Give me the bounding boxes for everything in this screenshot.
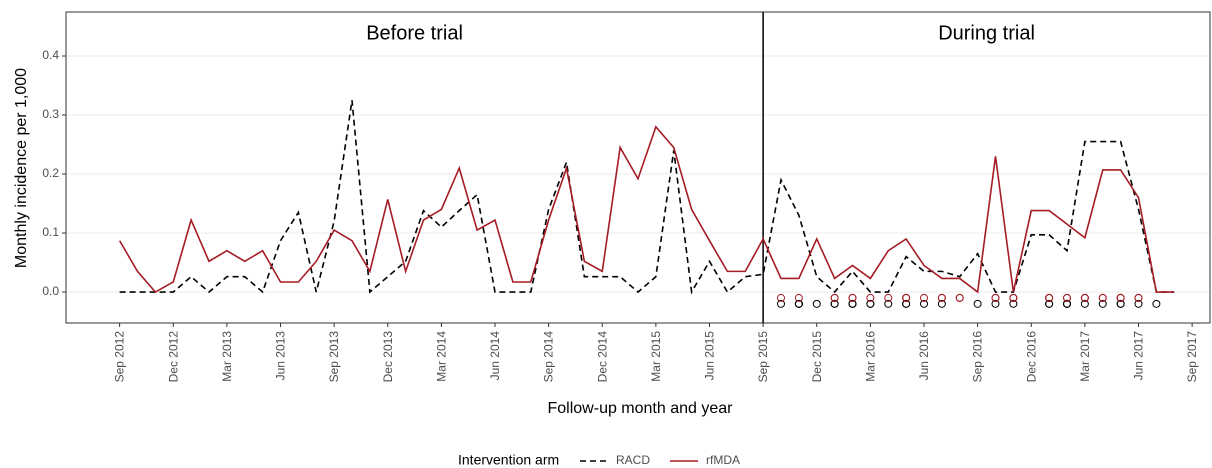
event-point <box>884 299 893 308</box>
x-tick-label: Dec 2013 <box>381 331 395 383</box>
event-point <box>1134 299 1143 308</box>
x-tick-label: Mar 2016 <box>863 331 877 382</box>
event-point <box>866 299 875 308</box>
event-point <box>1152 299 1161 308</box>
x-axis-label: Follow-up month and year <box>548 400 734 417</box>
event-point <box>1116 299 1125 308</box>
y-axis-label: Monthly incidence per 1,000 <box>13 68 30 268</box>
event-point <box>955 293 964 302</box>
x-tick-label: Sep 2014 <box>542 331 556 383</box>
x-tick-label: Jun 2017 <box>1132 331 1146 381</box>
event-point <box>884 293 893 302</box>
event-point <box>902 293 911 302</box>
event-point <box>1063 293 1071 302</box>
event-point <box>991 293 1000 302</box>
x-tick-label: Mar 2015 <box>649 331 663 382</box>
legend-label: rfMDA <box>706 453 740 467</box>
legend-title: Intervention arm <box>458 452 559 468</box>
event-point <box>1116 293 1125 302</box>
x-tick-label: Sep 2012 <box>113 331 127 383</box>
annotation: Before trial <box>366 22 463 44</box>
event-point <box>1134 293 1143 302</box>
event-point <box>777 293 785 302</box>
x-tick-label: Dec 2012 <box>166 331 180 383</box>
event-point <box>794 293 803 302</box>
event-point <box>973 299 982 308</box>
panel-border <box>65 11 1211 324</box>
x-tick-label: Dec 2016 <box>1024 331 1038 383</box>
y-tick-label: 0.1 <box>42 225 59 239</box>
y-tick-label: 0.2 <box>42 166 59 180</box>
event-point <box>794 299 803 308</box>
x-tick-label: Sep 2016 <box>971 331 985 383</box>
event-point <box>1080 299 1089 308</box>
legend-label: RACD <box>616 453 650 467</box>
event-point <box>812 299 821 308</box>
x-tick-label: Dec 2015 <box>810 331 824 383</box>
event-point <box>991 299 1000 308</box>
event-point <box>830 293 839 302</box>
event-point <box>1045 299 1054 308</box>
y-tick-label: 0.4 <box>42 48 59 62</box>
x-tick-label: Mar 2014 <box>434 331 448 382</box>
x-tick-label: Jun 2015 <box>703 331 717 381</box>
event-point <box>1098 299 1107 308</box>
event-point <box>1080 293 1089 302</box>
event-point <box>1045 293 1054 302</box>
y-tick-label: 0.0 <box>42 284 59 298</box>
x-tick-label: Sep 2015 <box>756 331 770 383</box>
x-tick-label: Sep 2013 <box>327 331 341 383</box>
x-tick-label: Jun 2014 <box>488 331 502 381</box>
event-point <box>848 293 857 302</box>
x-tick-label: Sep 2017 <box>1185 331 1199 383</box>
y-tick-label: 0.3 <box>42 107 59 121</box>
x-tick-label: Jun 2013 <box>274 331 288 381</box>
event-point <box>1098 293 1107 302</box>
x-tick-label: Dec 2014 <box>595 331 609 383</box>
event-point <box>920 293 928 302</box>
event-point <box>830 299 839 308</box>
series-line <box>118 125 1175 294</box>
event-point <box>1063 299 1071 308</box>
x-tick-label: Mar 2013 <box>220 331 234 382</box>
x-tick-label: Mar 2017 <box>1078 331 1092 382</box>
event-point <box>866 293 875 302</box>
event-point <box>848 299 857 308</box>
event-point <box>920 299 928 308</box>
event-point <box>1009 293 1018 302</box>
event-point <box>937 293 946 302</box>
annotation: During trial <box>938 22 1035 44</box>
event-point <box>902 299 911 308</box>
event-point <box>937 299 946 308</box>
series-line <box>119 100 1175 295</box>
x-tick-label: Jun 2016 <box>917 331 931 381</box>
event-point <box>1009 299 1018 308</box>
event-point <box>777 299 785 308</box>
